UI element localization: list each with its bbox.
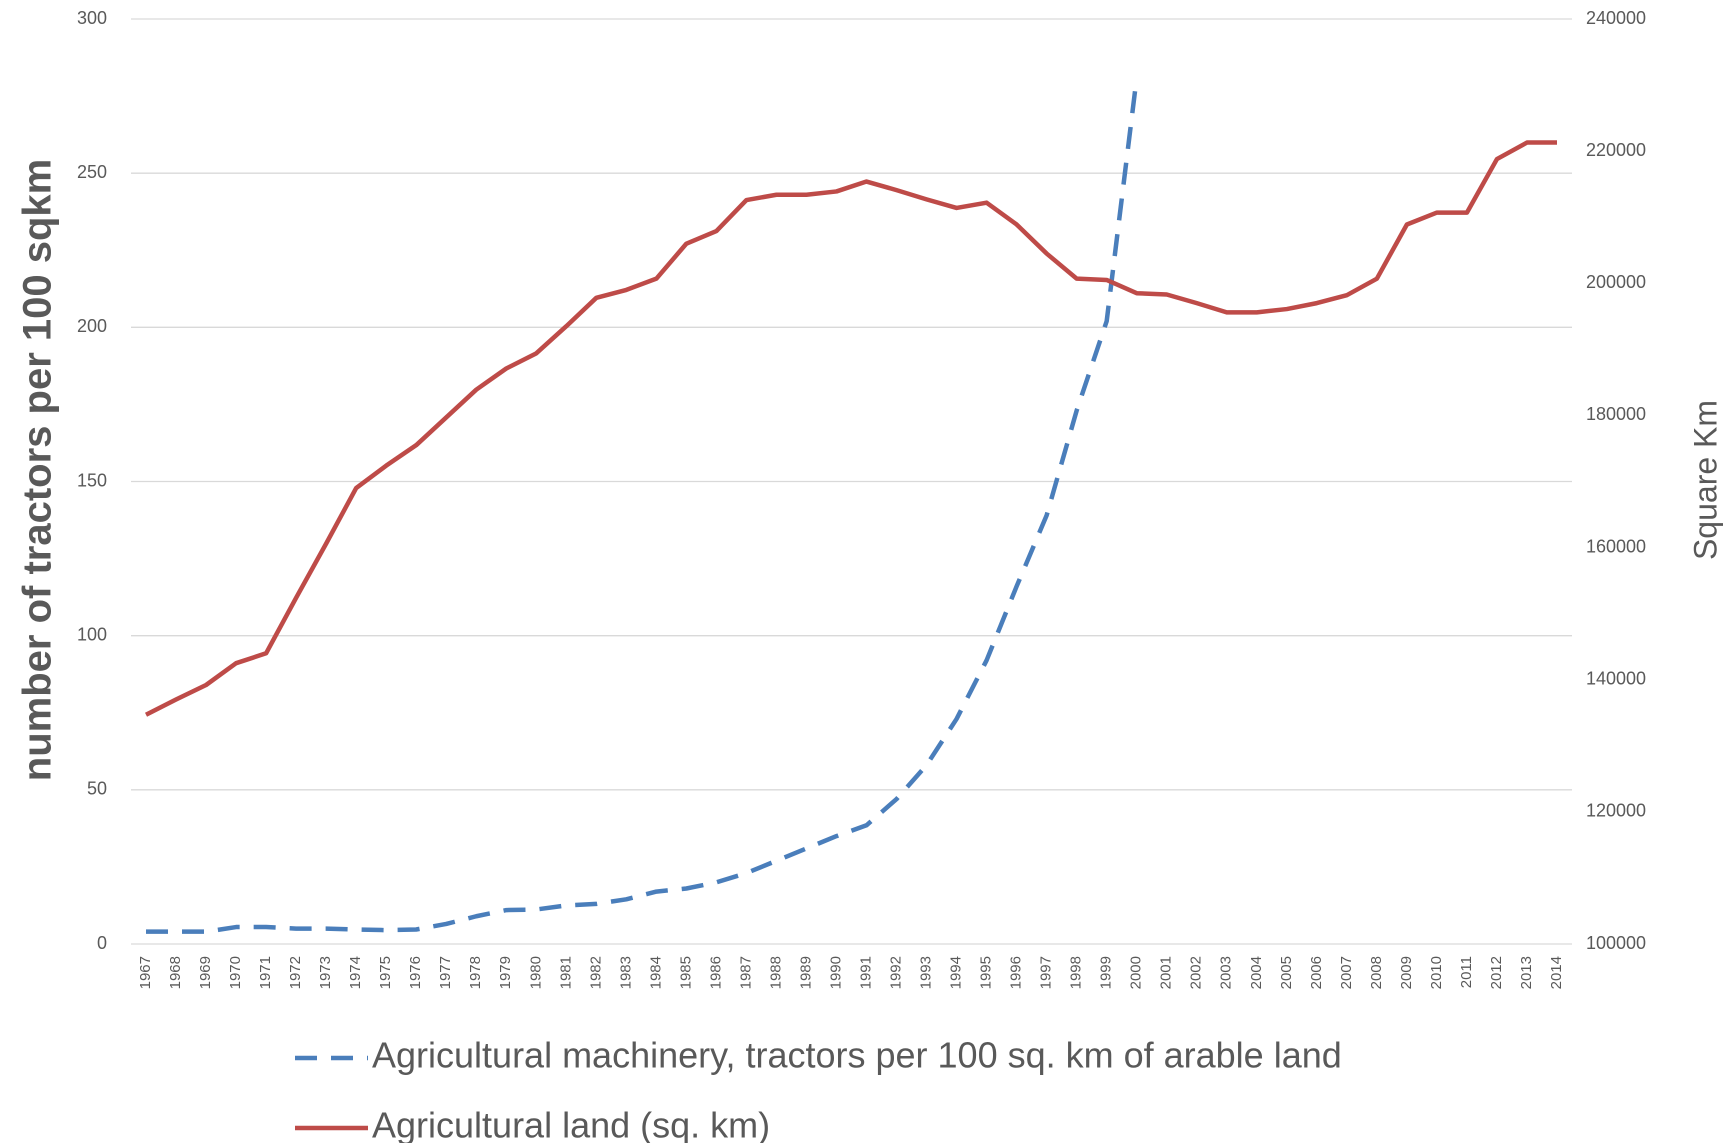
legend-label: Agricultural land (sq. km) [372,1105,770,1143]
x-tick-label: 1991 [857,956,874,989]
x-tick-label: 2013 [1518,956,1535,989]
x-tick-label: 1995 [978,956,995,989]
y2-tick-label: 100000 [1586,933,1646,953]
x-tick-label: 1979 [497,956,514,989]
y2-axis-title: Square Km [1687,400,1723,560]
x-tick-label: 1974 [347,956,364,989]
x-tick-label: 2009 [1398,956,1415,989]
x-tick-label: 1993 [918,956,935,989]
x-tick-label: 1984 [647,956,664,989]
x-tick-label: 1986 [707,956,724,989]
series-line [144,140,1557,717]
x-tick-label: 1970 [227,956,244,989]
x-tick-label: 1990 [827,956,844,989]
y-tick-label: 250 [77,162,107,182]
y-tick-label: 150 [77,470,107,490]
y-tick-label: 200 [77,316,107,336]
x-tick-label: 1982 [587,956,604,989]
x-tick-label: 2000 [1128,956,1145,989]
x-tick-label: 1977 [437,956,454,989]
y-tick-label: 300 [77,8,107,28]
x-tick-label: 2002 [1188,956,1205,989]
x-tick-label: 1997 [1038,956,1055,989]
x-tick-label: 1983 [617,956,634,989]
y2-tick-label: 140000 [1586,668,1646,688]
x-tick-label: 2011 [1458,956,1475,988]
x-tick-label: 2010 [1428,956,1445,989]
series-line [146,77,1139,934]
x-tick-label: 1996 [1008,956,1025,989]
y2-tick-label: 220000 [1586,140,1646,160]
x-tick-label: 1985 [677,956,694,989]
x-tick-label: 1988 [767,956,784,989]
y-tick-label: 100 [77,624,107,644]
y2-tick-label: 160000 [1586,536,1646,556]
y-axis-title: number of tractors per 100 sqkm [16,159,60,781]
y-tick-label: 50 [87,779,107,799]
x-tick-label: 1978 [467,956,484,989]
y2-tick-label: 240000 [1586,8,1646,28]
y2-tick-label: 180000 [1586,404,1646,424]
x-tick-label: 1980 [527,956,544,989]
x-tick-label: 2012 [1488,956,1505,989]
x-tick-label: 2005 [1278,956,1295,989]
y-tick-label: 0 [97,933,107,953]
x-tick-label: 1987 [737,956,754,989]
x-tick-label: 1999 [1098,956,1115,989]
legend-label: Agricultural machinery, tractors per 100… [372,1035,1342,1076]
x-tick-label: 1972 [287,956,304,989]
x-tick-label: 2003 [1218,956,1235,989]
x-tick-label: 1973 [317,956,334,989]
x-tick-label: 1976 [407,956,424,989]
x-tick-label: 1967 [137,956,154,989]
x-tick-label: 1992 [888,956,905,989]
y2-tick-label: 200000 [1586,272,1646,292]
x-tick-label: 1998 [1068,956,1085,989]
x-tick-label: 1989 [797,956,814,989]
x-tick-label: 1981 [557,956,574,989]
x-tick-label: 2008 [1368,956,1385,989]
x-tick-label: 2001 [1158,956,1175,989]
x-tick-label: 1968 [167,956,184,989]
x-tick-label: 2006 [1308,956,1325,989]
x-tick-label: 1975 [377,956,394,989]
y2-tick-label: 120000 [1586,801,1646,821]
x-tick-label: 2004 [1248,956,1265,989]
x-tick-label: 1994 [948,956,965,989]
x-tick-label: 2007 [1338,956,1355,989]
x-tick-label: 1971 [257,956,274,989]
x-tick-label: 1969 [197,956,214,989]
x-tick-label: 2014 [1548,956,1565,989]
